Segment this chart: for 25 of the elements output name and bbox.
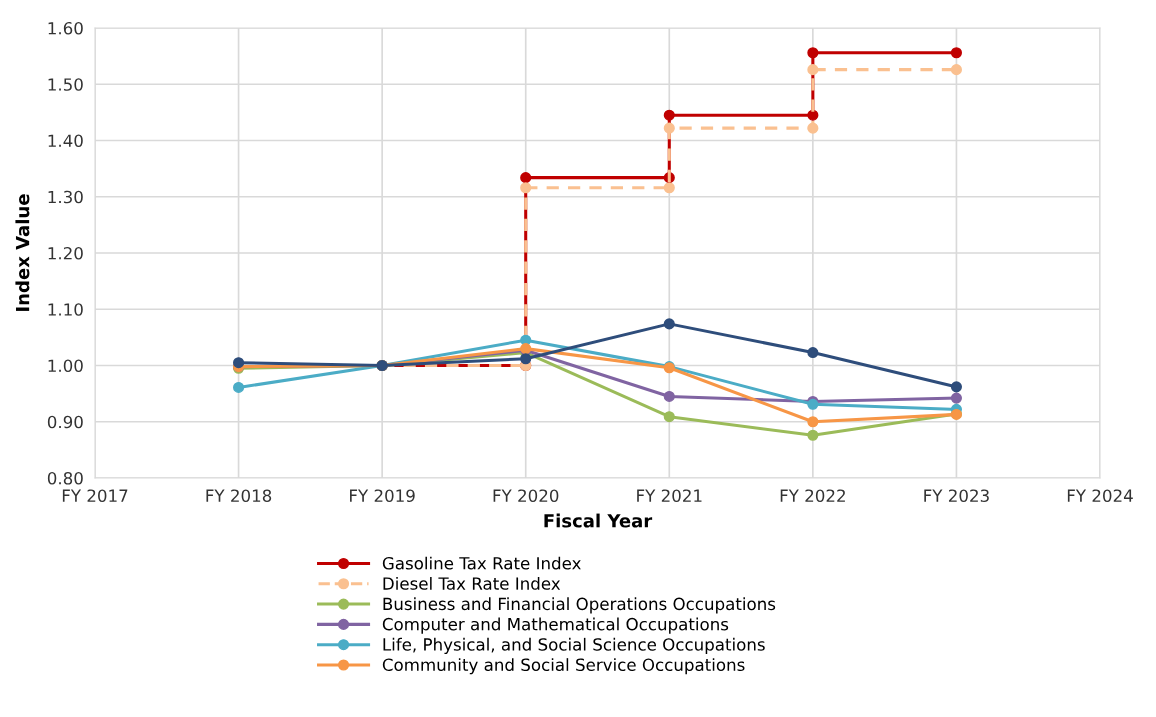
legend-label: Computer and Mathematical Occupations bbox=[382, 617, 729, 634]
legend-label: Community and Social Service Occupations bbox=[382, 658, 745, 675]
x-tick-label: FY 2021 bbox=[637, 489, 702, 503]
x-tick-label: FY 2019 bbox=[350, 489, 415, 503]
y-tick-label: 1.10 bbox=[48, 303, 83, 316]
y-tick-label: 0.80 bbox=[47, 471, 83, 485]
y-tick-label: 1.50 bbox=[48, 78, 83, 91]
legend-label: Business and Financial Operations Occupations bbox=[383, 597, 776, 614]
y-axis-title: Index Value bbox=[15, 194, 30, 311]
x-tick-label: FY 2017 bbox=[62, 489, 128, 503]
y-tick-label: 1.20 bbox=[48, 246, 83, 260]
y-tick-label: 0.90 bbox=[47, 415, 83, 429]
y-tick-label: 1.30 bbox=[48, 190, 83, 204]
x-tick-label: FY 2020 bbox=[493, 489, 559, 503]
legend-label: Gasoline Tax Rate Index bbox=[382, 556, 581, 570]
legend-label: Diesel Tax Rate Index bbox=[383, 576, 561, 590]
x-tick-label: FY 2018 bbox=[206, 489, 272, 503]
x-tick-label: FY 2023 bbox=[924, 489, 989, 503]
x-tick-label: FY 2024 bbox=[1067, 489, 1133, 503]
y-tick-label: 1.40 bbox=[48, 134, 83, 148]
x-tick-label: FY 2022 bbox=[780, 489, 845, 503]
y-tick-label: 1.00 bbox=[48, 359, 83, 373]
y-tick-label: 1.60 bbox=[48, 21, 83, 35]
x-axis-title: Fiscal Year bbox=[544, 513, 653, 528]
legend-label: Life, Physical, and Social Science Occupations bbox=[383, 637, 765, 654]
